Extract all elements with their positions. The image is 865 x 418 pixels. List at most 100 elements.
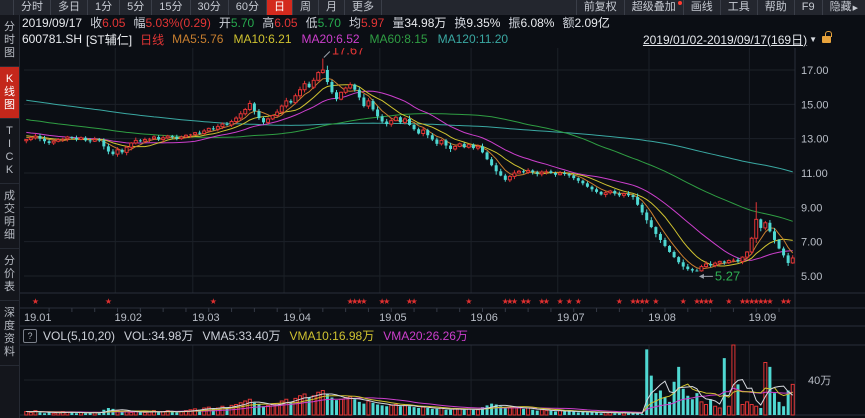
event-star-icon[interactable]: ★ xyxy=(748,297,755,306)
event-star-icon[interactable]: ★ xyxy=(538,297,545,306)
volume-bar xyxy=(389,404,394,416)
event-star-icon[interactable]: ★ xyxy=(356,297,363,306)
event-star-icon[interactable]: ★ xyxy=(360,297,367,306)
candle-body xyxy=(215,126,220,130)
event-star-icon[interactable]: ★ xyxy=(502,297,509,306)
event-star-icon[interactable]: ★ xyxy=(757,297,764,306)
sidebar-tab-成交明细[interactable]: 成交明细 xyxy=(0,184,19,249)
candle-body xyxy=(220,123,225,128)
event-star-icon[interactable]: ★ xyxy=(556,297,563,306)
sidebar-tab-分价表[interactable]: 分价表 xyxy=(0,249,19,301)
stat-收: 收6.05 xyxy=(90,16,126,30)
candle-body xyxy=(133,139,138,144)
period-tab-更多[interactable]: 更多 xyxy=(345,0,382,15)
event-star-icon[interactable]: ★ xyxy=(693,297,700,306)
stat-均: 均5.97 xyxy=(348,16,385,30)
volume-bar xyxy=(471,409,475,415)
volume-bar xyxy=(475,409,480,416)
volume-bar xyxy=(658,390,662,415)
event-star-icon[interactable]: ★ xyxy=(511,297,518,306)
period-tab-30分[interactable]: 30分 xyxy=(191,0,229,15)
event-star-icon[interactable]: ★ xyxy=(465,297,472,306)
candle-body xyxy=(298,89,303,97)
event-star-icon[interactable]: ★ xyxy=(525,297,532,306)
event-star-icon[interactable]: ★ xyxy=(639,297,646,306)
volume-bar xyxy=(695,393,699,415)
period-tab-月[interactable]: 月 xyxy=(319,0,345,15)
event-star-icon[interactable]: ★ xyxy=(652,297,659,306)
candle-body xyxy=(330,82,334,93)
period-tab-周[interactable]: 周 xyxy=(293,0,319,15)
event-star-icon[interactable]: ★ xyxy=(351,297,358,306)
menu-item-前复权[interactable]: 前复权 xyxy=(575,0,624,15)
sidebar-tab-深度资料[interactable]: 深度资料 xyxy=(0,301,19,366)
candle-body xyxy=(621,193,626,196)
event-star-icon[interactable]: ★ xyxy=(506,297,513,306)
date-range-text[interactable]: 2019/01/02-2019/09/17(169日) xyxy=(642,32,808,47)
candle-body xyxy=(189,134,193,136)
event-star-icon[interactable]: ★ xyxy=(383,297,390,306)
event-star-icon[interactable]: ★ xyxy=(379,297,386,306)
event-star-icon[interactable]: ★ xyxy=(32,297,39,306)
event-star-icon[interactable]: ★ xyxy=(785,297,792,306)
period-tab-日[interactable]: 日 xyxy=(267,0,293,15)
candle-body xyxy=(43,138,47,142)
event-star-icon[interactable]: ★ xyxy=(698,297,705,306)
event-star-icon[interactable]: ★ xyxy=(105,297,112,306)
chevron-down-icon[interactable]: ▼ xyxy=(809,34,817,44)
event-star-icon[interactable]: ★ xyxy=(744,297,751,306)
event-star-icon[interactable]: ★ xyxy=(575,297,582,306)
event-star-icon[interactable]: ★ xyxy=(629,297,636,306)
period-tab-1分[interactable]: 1分 xyxy=(88,0,121,15)
volume-bar xyxy=(745,401,750,416)
volume-bar xyxy=(393,404,398,416)
event-star-icon[interactable]: ★ xyxy=(410,297,417,306)
event-star-icon[interactable]: ★ xyxy=(643,297,650,306)
candle-body xyxy=(389,120,394,125)
event-star-icon[interactable]: ★ xyxy=(616,297,623,306)
notification-dot xyxy=(677,1,682,5)
menu-item-超级叠加[interactable]: 超级叠加 xyxy=(623,0,683,15)
period-tab-5分[interactable]: 5分 xyxy=(120,0,153,15)
volume-bar xyxy=(590,412,594,415)
event-star-icon[interactable]: ★ xyxy=(406,297,413,306)
event-star-icon[interactable]: ★ xyxy=(347,297,354,306)
event-star-icon[interactable]: ★ xyxy=(762,297,769,306)
candle-body xyxy=(147,138,151,140)
menu-item-隐藏[interactable]: 隐藏▶ xyxy=(821,0,865,15)
period-tab-60分[interactable]: 60分 xyxy=(229,0,267,15)
event-star-icon[interactable]: ★ xyxy=(725,297,732,306)
volume-bar xyxy=(339,398,344,416)
menu-item-画线[interactable]: 画线 xyxy=(682,0,720,15)
stock-code: 600781.SH xyxy=(22,32,83,46)
candle-body xyxy=(366,100,371,107)
event-star-icon[interactable]: ★ xyxy=(634,297,641,306)
event-star-icon[interactable]: ★ xyxy=(753,297,760,306)
event-star-icon[interactable]: ★ xyxy=(780,297,787,306)
event-star-icon[interactable]: ★ xyxy=(566,297,573,306)
kline-chart[interactable]: 17.00 15.00 13.00 11.00 9.00 7.00 5.00 40万 19.01… xyxy=(20,48,865,418)
date-range-control[interactable]: 2019/01/02-2019/09/17(169日) ▼ xyxy=(642,30,832,48)
event-star-icon[interactable]: ★ xyxy=(739,297,746,306)
event-star-icon[interactable]: ★ xyxy=(702,297,709,306)
price-axis-label: 9.00 xyxy=(801,202,822,214)
help-icon[interactable]: ? xyxy=(23,328,37,343)
volume-stat: VMA5:33.40万 xyxy=(202,329,281,343)
sidebar-tab-分时图[interactable]: 分时图 xyxy=(0,15,19,67)
event-star-icon[interactable]: ★ xyxy=(766,297,773,306)
event-star-icon[interactable]: ★ xyxy=(707,297,714,306)
event-star-icon[interactable]: ★ xyxy=(520,297,527,306)
menu-item-F9[interactable]: F9 xyxy=(793,0,822,15)
event-star-icon[interactable]: ★ xyxy=(680,297,687,306)
period-tab-多日[interactable]: 多日 xyxy=(51,0,88,15)
menu-item-帮助[interactable]: 帮助 xyxy=(756,0,794,15)
volume-bar xyxy=(480,407,484,415)
menu-item-工具[interactable]: 工具 xyxy=(719,0,757,15)
unlocked-padlock-icon[interactable] xyxy=(822,30,832,43)
period-tab-15分[interactable]: 15分 xyxy=(152,0,191,15)
event-star-icon[interactable]: ★ xyxy=(210,297,217,306)
event-star-icon[interactable]: ★ xyxy=(543,297,550,306)
period-tab-分时[interactable]: 分时 xyxy=(14,0,51,15)
